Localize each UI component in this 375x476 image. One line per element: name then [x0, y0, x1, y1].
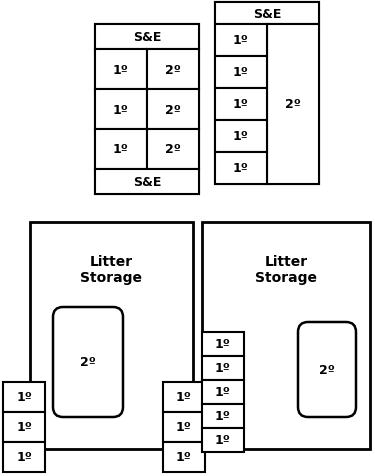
Text: 2º: 2º — [165, 63, 181, 76]
Text: 1º: 1º — [215, 410, 231, 423]
Text: 2º: 2º — [165, 103, 181, 116]
Bar — [215, 121, 267, 153]
Bar — [30, 223, 193, 449]
Text: 1º: 1º — [233, 66, 249, 79]
Text: 1º: 1º — [113, 143, 129, 156]
Text: S&E: S&E — [253, 8, 281, 20]
Bar — [215, 3, 319, 25]
Bar — [215, 57, 267, 89]
Bar — [3, 382, 45, 412]
Bar — [95, 25, 199, 50]
Text: 1º: 1º — [215, 434, 231, 446]
Bar — [3, 442, 45, 472]
Bar — [147, 90, 199, 130]
Text: 1º: 1º — [16, 391, 32, 404]
Text: 1º: 1º — [113, 103, 129, 116]
Bar — [147, 50, 199, 90]
Text: 1º: 1º — [16, 421, 32, 434]
Text: 1º: 1º — [113, 63, 129, 76]
Text: Litter
Storage: Litter Storage — [255, 254, 317, 285]
Text: Litter
Storage: Litter Storage — [80, 254, 142, 285]
Text: 1º: 1º — [215, 338, 231, 351]
Text: 2º: 2º — [165, 143, 181, 156]
Bar — [163, 382, 205, 412]
Text: S&E: S&E — [133, 31, 161, 44]
Text: 1º: 1º — [176, 421, 192, 434]
Bar — [215, 3, 319, 185]
Text: 1º: 1º — [176, 391, 192, 404]
Bar — [202, 356, 244, 380]
Bar — [95, 90, 147, 130]
Text: 1º: 1º — [176, 451, 192, 464]
Bar — [3, 412, 45, 442]
Bar — [215, 153, 267, 185]
Bar — [202, 404, 244, 428]
Bar — [95, 50, 147, 90]
Bar — [215, 89, 267, 121]
Text: 1º: 1º — [233, 34, 249, 48]
Bar — [163, 442, 205, 472]
Bar — [202, 428, 244, 452]
Text: 2º: 2º — [80, 356, 96, 369]
Bar — [95, 25, 199, 195]
Text: 1º: 1º — [215, 362, 231, 375]
Bar — [202, 380, 244, 404]
Bar — [95, 130, 147, 169]
Text: 2º: 2º — [319, 363, 335, 376]
Bar — [147, 130, 199, 169]
Bar — [202, 332, 244, 356]
Text: 1º: 1º — [215, 386, 231, 399]
Bar — [215, 25, 267, 57]
Bar — [267, 25, 319, 185]
Text: 1º: 1º — [233, 98, 249, 111]
Text: 1º: 1º — [233, 162, 249, 175]
Bar — [95, 169, 199, 195]
Bar — [163, 412, 205, 442]
Text: 2º: 2º — [285, 98, 301, 111]
Text: 1º: 1º — [233, 130, 249, 143]
FancyBboxPatch shape — [298, 322, 356, 417]
Text: S&E: S&E — [133, 176, 161, 188]
FancyBboxPatch shape — [53, 307, 123, 417]
Bar — [202, 223, 370, 449]
Text: 1º: 1º — [16, 451, 32, 464]
